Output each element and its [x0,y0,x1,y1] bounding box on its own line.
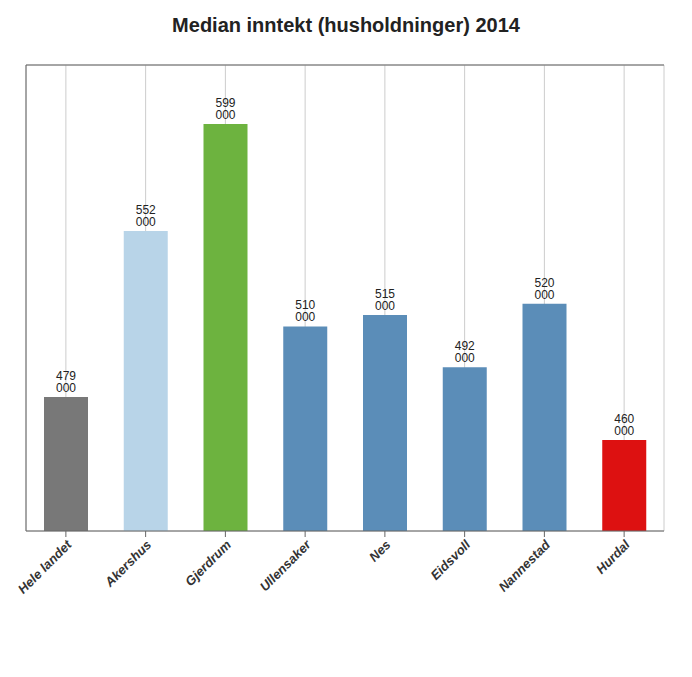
svg-text:Eidsvoll: Eidsvoll [427,537,473,583]
svg-text:552000: 552000 [136,203,156,229]
svg-text:510000: 510000 [295,298,315,324]
svg-text:Nes: Nes [366,537,393,564]
svg-text:Nannestad: Nannestad [495,536,553,594]
svg-text:460000: 460000 [614,412,634,438]
svg-text:Hurdal: Hurdal [593,537,633,577]
svg-text:Akershus: Akershus [101,537,154,590]
svg-text:Gjerdrum: Gjerdrum [182,537,234,589]
svg-text:479000: 479000 [56,369,76,395]
svg-text:Hele landet: Hele landet [15,537,75,597]
html-text:Median inntekt (husholdninger): Median inntekt (husholdninger) 2014 [172,14,520,36]
svg-text:Ullensaker: Ullensaker [257,536,315,594]
svg-text:492000: 492000 [455,339,475,365]
svg-text:520000: 520000 [534,276,554,302]
svg-text:515000: 515000 [375,287,395,313]
svg-text:599000: 599000 [215,96,235,122]
